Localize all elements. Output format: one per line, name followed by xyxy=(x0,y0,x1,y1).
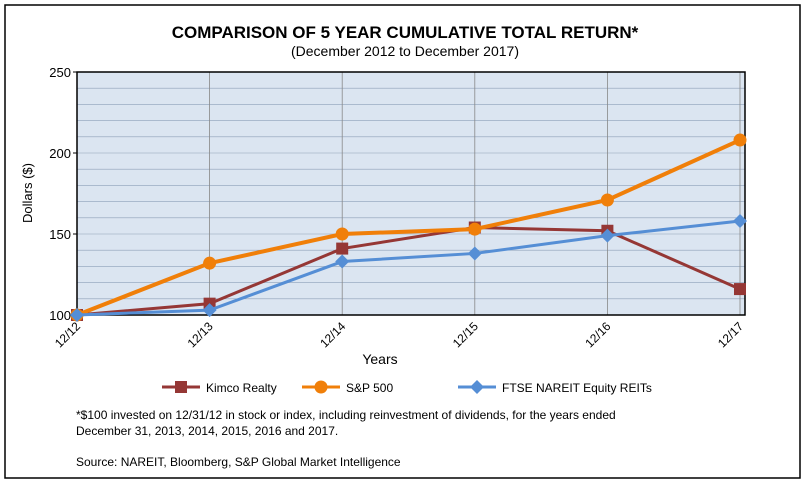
x-axis-label: Years xyxy=(362,351,397,367)
data-point xyxy=(202,303,217,318)
data-point xyxy=(467,246,482,261)
plot-background xyxy=(77,72,745,315)
y-tick-label: 150 xyxy=(49,227,71,242)
data-point xyxy=(733,214,747,229)
y-tick-label: 250 xyxy=(49,65,71,80)
chart-title: COMPARISON OF 5 YEAR CUMULATIVE TOTAL RE… xyxy=(172,23,639,42)
data-point xyxy=(336,242,349,255)
data-point xyxy=(468,222,482,236)
legend-marker xyxy=(314,380,328,394)
y-tick-label: 100 xyxy=(49,308,71,323)
footnote-line-1: *$100 invested on 12/31/12 in stock or i… xyxy=(76,408,616,422)
legend-marker xyxy=(470,380,484,394)
plot-frame xyxy=(76,71,746,316)
data-point xyxy=(600,228,615,243)
series-line-0 xyxy=(76,226,741,317)
data-point xyxy=(733,133,747,147)
data-point xyxy=(335,227,349,241)
chart-subtitle: (December 2012 to December 2017) xyxy=(291,43,519,59)
data-point xyxy=(600,193,614,207)
series-line-2 xyxy=(76,219,741,317)
data-point xyxy=(70,308,84,322)
legend-label: FTSE NAREIT Equity REITs xyxy=(502,381,652,395)
legend: Kimco Realty S&P 500 FTSE NAREIT Equity RE… xyxy=(162,380,652,395)
legend-label: Kimco Realty xyxy=(206,381,277,395)
y-tick-label: 200 xyxy=(49,146,71,161)
y-axis-label: Dollars ($) xyxy=(20,163,35,223)
data-point xyxy=(203,256,217,270)
legend-marker xyxy=(175,381,187,393)
footnote-line-2: December 31, 2013, 2014, 2015, 2016 and … xyxy=(76,424,338,438)
data-point xyxy=(335,254,350,269)
legend-label: S&P 500 xyxy=(346,381,393,395)
source-note: Source: NAREIT, Bloomberg, S&P Global Ma… xyxy=(76,455,401,469)
series-line-1 xyxy=(76,138,741,317)
data-point xyxy=(734,283,746,296)
